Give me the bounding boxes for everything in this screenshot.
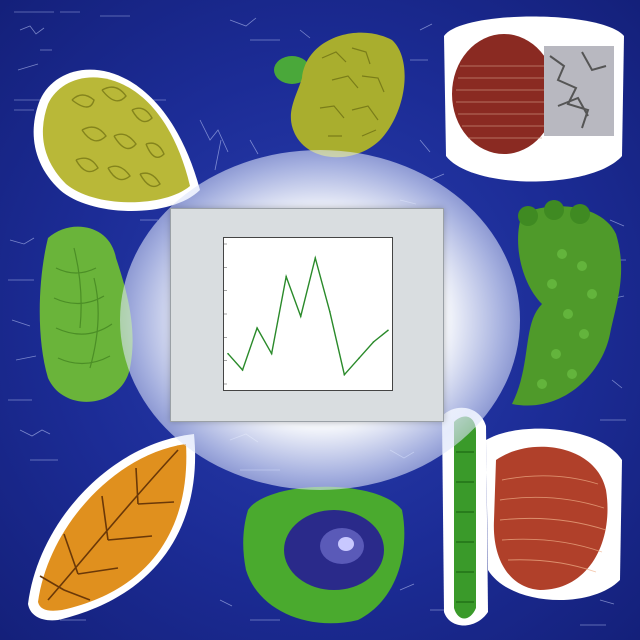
data-point [256, 327, 258, 329]
green-tissue-image [34, 218, 144, 418]
yellow-green-blob-image [262, 18, 422, 168]
chart-panel [170, 208, 444, 422]
chart-svg [224, 243, 389, 385]
data-point [372, 341, 375, 343]
green-stalk-image [436, 402, 496, 632]
data-point [314, 257, 317, 259]
yellow-leaf-cells-image [22, 40, 212, 220]
series-line-0 [227, 255, 389, 377]
data-point [270, 352, 273, 355]
green-eye-cell-image [238, 470, 408, 630]
orange-veined-leaf-image [18, 424, 208, 624]
data-point [285, 275, 287, 278]
data-point [343, 373, 346, 376]
muscle-anatomy-image [432, 6, 632, 196]
red-muscle-tissue-image [480, 420, 630, 610]
data-point [329, 310, 331, 313]
green-spongy-tissue-image [492, 194, 632, 424]
data-point [299, 315, 302, 318]
data-point [227, 352, 229, 355]
plot-area [223, 237, 393, 391]
data-point [387, 329, 389, 332]
data-point [241, 369, 244, 371]
data-point [358, 357, 360, 360]
